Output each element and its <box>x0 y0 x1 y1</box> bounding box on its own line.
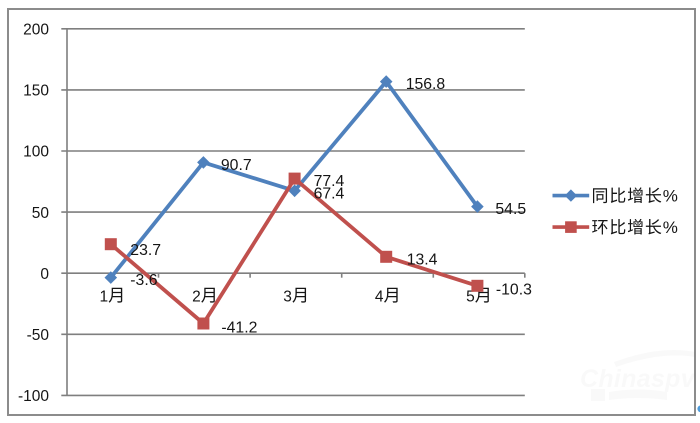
svg-text:50: 50 <box>32 205 50 222</box>
svg-text:0: 0 <box>40 266 49 283</box>
svg-text:13.4: 13.4 <box>407 251 438 268</box>
svg-text:4: 4 <box>375 288 384 305</box>
svg-text:-41.2: -41.2 <box>221 320 257 337</box>
svg-text:23.7: 23.7 <box>130 242 161 259</box>
svg-text:67.4: 67.4 <box>314 185 345 202</box>
svg-text:Chinaspv: Chinaspv <box>580 365 697 393</box>
svg-text:-3.6: -3.6 <box>130 272 157 289</box>
svg-text:-10.3: -10.3 <box>496 281 532 298</box>
svg-text:200: 200 <box>23 22 49 39</box>
svg-text:150: 150 <box>23 83 49 100</box>
svg-text:%: % <box>663 218 678 237</box>
svg-text:156.8: 156.8 <box>406 76 446 93</box>
svg-text:77.4: 77.4 <box>314 173 345 190</box>
svg-text:5: 5 <box>466 288 475 305</box>
svg-text:-100: -100 <box>18 388 49 405</box>
svg-text:54.5: 54.5 <box>495 201 526 218</box>
svg-text:-50: -50 <box>27 327 50 344</box>
svg-text:2: 2 <box>192 288 201 305</box>
svg-text:1: 1 <box>100 288 109 305</box>
svg-text:3: 3 <box>283 288 292 305</box>
svg-text:100: 100 <box>23 144 49 161</box>
svg-text:%: % <box>663 187 678 206</box>
svg-text:90.7: 90.7 <box>221 157 252 174</box>
